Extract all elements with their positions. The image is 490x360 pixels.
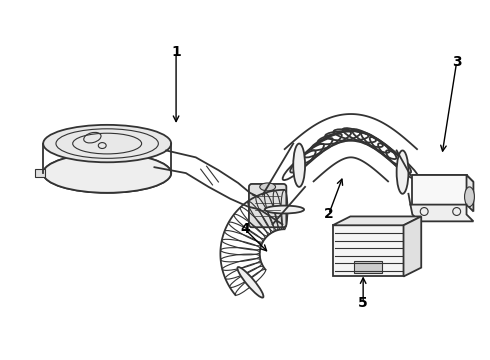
Ellipse shape xyxy=(43,153,171,193)
Ellipse shape xyxy=(465,187,474,207)
Polygon shape xyxy=(411,204,473,221)
Bar xyxy=(333,225,404,276)
Ellipse shape xyxy=(260,183,275,191)
Bar xyxy=(35,169,45,177)
Text: 1: 1 xyxy=(171,45,181,59)
Text: 5: 5 xyxy=(358,296,368,310)
Text: 2: 2 xyxy=(324,207,334,221)
Ellipse shape xyxy=(43,153,171,193)
Polygon shape xyxy=(333,216,421,225)
Ellipse shape xyxy=(238,267,264,298)
Ellipse shape xyxy=(396,150,409,194)
Text: 3: 3 xyxy=(452,55,462,69)
Ellipse shape xyxy=(43,125,171,162)
Ellipse shape xyxy=(293,144,305,187)
Polygon shape xyxy=(413,175,466,204)
Polygon shape xyxy=(413,175,473,182)
FancyBboxPatch shape xyxy=(249,184,286,227)
Polygon shape xyxy=(466,175,473,212)
Polygon shape xyxy=(404,216,421,276)
Bar xyxy=(354,261,382,273)
Text: 4: 4 xyxy=(240,222,250,236)
Ellipse shape xyxy=(265,206,304,213)
